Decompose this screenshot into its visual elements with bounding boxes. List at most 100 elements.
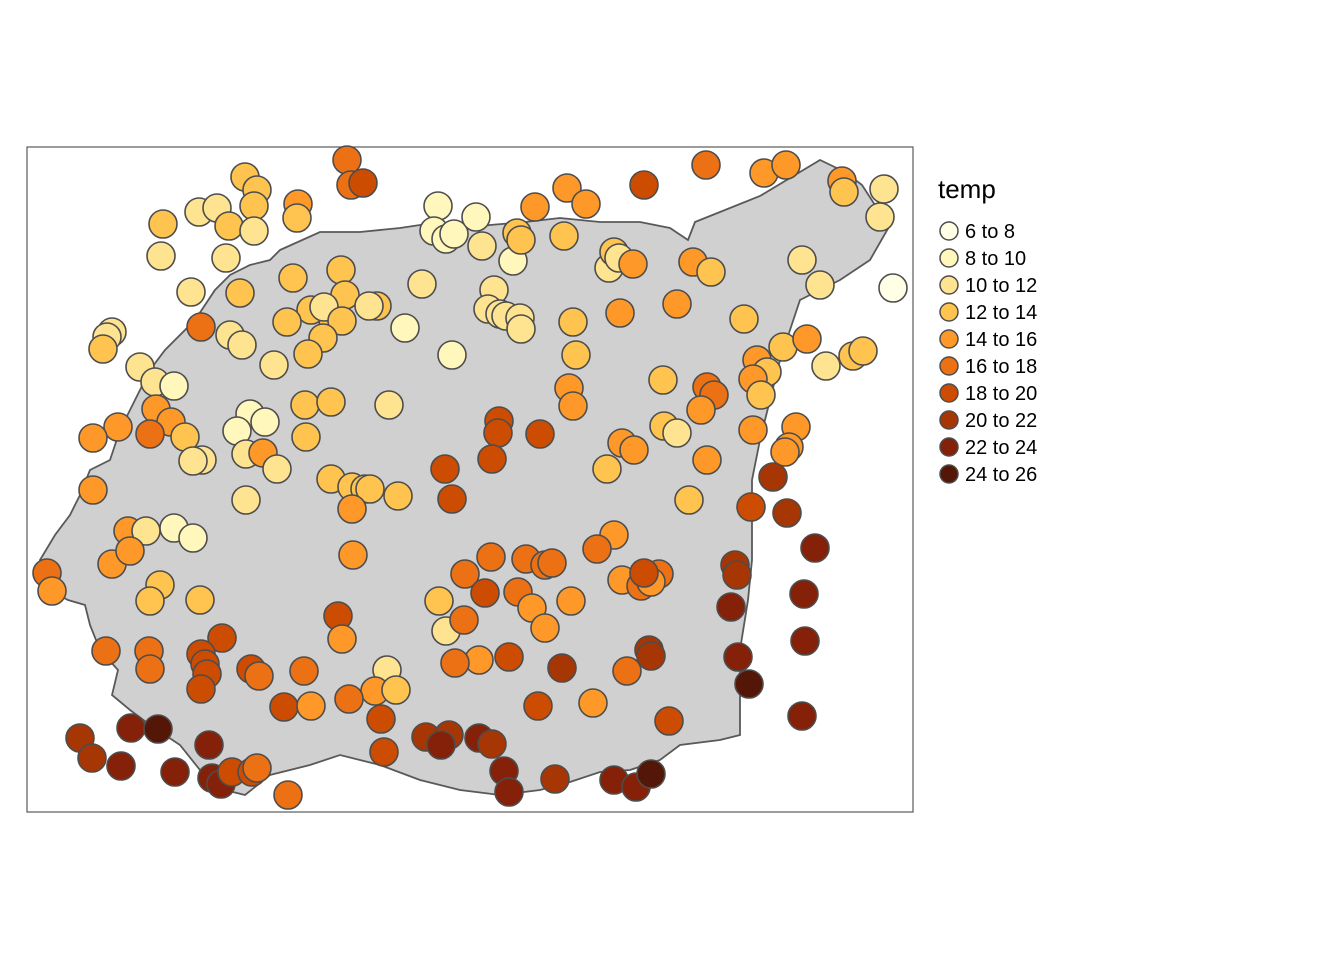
temperature-point bbox=[800, 533, 830, 563]
temperature-point bbox=[771, 150, 801, 180]
temperature-point bbox=[239, 191, 269, 221]
temperature-point bbox=[770, 437, 800, 467]
temperature-point bbox=[106, 751, 136, 781]
temperature-point bbox=[525, 419, 555, 449]
temperature-point bbox=[520, 192, 550, 222]
temperature-point bbox=[467, 231, 497, 261]
temperature-point bbox=[549, 221, 579, 251]
temperature-point bbox=[523, 691, 553, 721]
temperature-point bbox=[176, 277, 206, 307]
temperature-point bbox=[354, 291, 384, 321]
legend-label: 6 to 8 bbox=[965, 221, 1015, 243]
temperature-point bbox=[772, 498, 802, 528]
temperature-point bbox=[629, 558, 659, 588]
temperature-point bbox=[290, 390, 320, 420]
temperature-point bbox=[547, 653, 577, 683]
temperature-point bbox=[506, 314, 536, 344]
temperature-point bbox=[143, 714, 173, 744]
temperature-point bbox=[558, 391, 588, 421]
temperature-point bbox=[506, 225, 536, 255]
temperature-point bbox=[273, 780, 303, 810]
temperature-point bbox=[461, 202, 491, 232]
temperature-point bbox=[494, 777, 524, 807]
temperature-point bbox=[231, 485, 261, 515]
temperature-point bbox=[160, 757, 190, 787]
legend-item: 24 to 26 bbox=[939, 464, 1037, 486]
temperature-point bbox=[348, 168, 378, 198]
temperature-point bbox=[148, 209, 178, 239]
legend-label: 12 to 14 bbox=[965, 302, 1037, 324]
temperature-point bbox=[662, 289, 692, 319]
temperature-point bbox=[829, 177, 859, 207]
temperature-point bbox=[619, 435, 649, 465]
temperature-point bbox=[558, 307, 588, 337]
temperature-point bbox=[291, 422, 321, 452]
temperature-point bbox=[242, 753, 272, 783]
temperature-point bbox=[811, 351, 841, 381]
temperature-point bbox=[407, 269, 437, 299]
legend-swatch bbox=[939, 248, 959, 268]
temperature-point bbox=[629, 170, 659, 200]
temperature-point bbox=[865, 202, 895, 232]
legend-swatch bbox=[939, 302, 959, 322]
legend-item: 10 to 12 bbox=[939, 275, 1037, 297]
temperature-point bbox=[250, 407, 280, 437]
legend-label: 8 to 10 bbox=[965, 248, 1026, 270]
temperature-point bbox=[211, 243, 241, 273]
legend-swatch bbox=[939, 356, 959, 376]
temperature-point bbox=[214, 211, 244, 241]
temperature-point bbox=[738, 415, 768, 445]
temperature-point bbox=[636, 641, 666, 671]
legend-swatch bbox=[939, 410, 959, 430]
temperature-point bbox=[293, 339, 323, 369]
temperature-point bbox=[612, 656, 642, 686]
temperature-point bbox=[135, 586, 165, 616]
temperature-point bbox=[582, 534, 612, 564]
temperature-point bbox=[878, 273, 908, 303]
temperature-point bbox=[439, 219, 469, 249]
temperature-point bbox=[440, 648, 470, 678]
temperature-point bbox=[289, 656, 319, 686]
legend-item: 16 to 18 bbox=[939, 356, 1037, 378]
legend-swatch bbox=[939, 464, 959, 484]
temperature-point bbox=[746, 380, 776, 410]
temperature-point bbox=[334, 684, 364, 714]
temperature-point bbox=[648, 365, 678, 395]
temperature-point bbox=[758, 462, 788, 492]
temperature-points bbox=[32, 145, 908, 810]
temperature-point bbox=[115, 536, 145, 566]
temperature-point bbox=[736, 492, 766, 522]
temperature-point bbox=[561, 340, 591, 370]
legend-label: 18 to 20 bbox=[965, 383, 1037, 405]
legend-label: 10 to 12 bbox=[965, 275, 1037, 297]
temperature-point bbox=[674, 485, 704, 515]
temperature-point bbox=[194, 730, 224, 760]
temperature-point bbox=[869, 174, 899, 204]
temperature-point bbox=[178, 523, 208, 553]
temperature-point bbox=[618, 249, 648, 279]
temperature-point bbox=[449, 605, 479, 635]
temperature-point bbox=[636, 759, 666, 789]
legend-title: temp bbox=[938, 174, 996, 204]
temperature-point bbox=[450, 559, 480, 589]
temperature-point bbox=[186, 674, 216, 704]
temperature-point bbox=[178, 446, 208, 476]
temperature-point bbox=[723, 642, 753, 672]
temperature-point bbox=[430, 454, 460, 484]
temperature-point bbox=[366, 704, 396, 734]
temperature-point bbox=[259, 350, 289, 380]
legend-label: 22 to 24 bbox=[965, 437, 1037, 459]
temperature-point bbox=[327, 306, 357, 336]
legend-swatch bbox=[939, 437, 959, 457]
temperature-point bbox=[787, 701, 817, 731]
temperature-point bbox=[437, 340, 467, 370]
temperature-point bbox=[662, 418, 692, 448]
temperature-point bbox=[691, 150, 721, 180]
temperature-point bbox=[654, 706, 684, 736]
temperature-point bbox=[185, 585, 215, 615]
legend-item: 22 to 24 bbox=[939, 437, 1037, 459]
temperature-point bbox=[78, 423, 108, 453]
temperature-point bbox=[578, 688, 608, 718]
temperature-point bbox=[278, 263, 308, 293]
temperature-point bbox=[540, 764, 570, 794]
